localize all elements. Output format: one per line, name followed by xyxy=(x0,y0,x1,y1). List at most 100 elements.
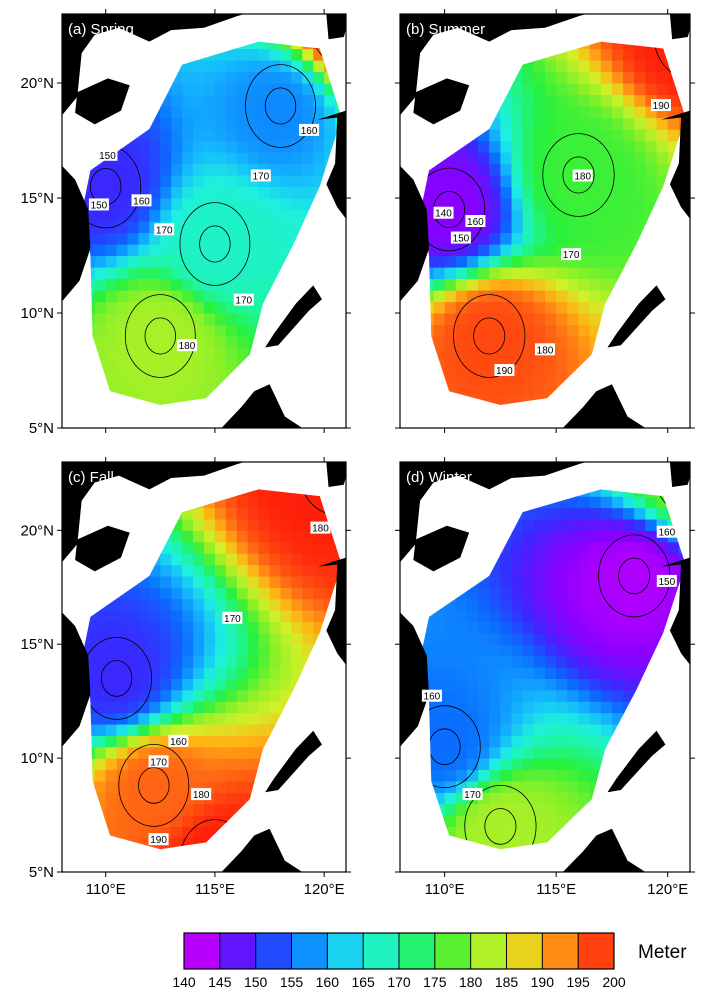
land-mass xyxy=(400,612,429,872)
heatmap-cell xyxy=(236,83,249,96)
heatmap-cell xyxy=(236,129,249,142)
heatmap-cell xyxy=(478,712,490,725)
heatmap-cell xyxy=(533,221,546,234)
heatmap-cell xyxy=(478,393,490,405)
heatmap-cell xyxy=(533,826,546,839)
heatmap-cell xyxy=(280,518,292,531)
heatmap-cell xyxy=(623,518,635,531)
heatmap-cell xyxy=(193,712,205,725)
heatmap-cell xyxy=(138,587,150,600)
heatmap-cell xyxy=(105,815,118,828)
heatmap-cell xyxy=(280,244,292,257)
heatmap-cell xyxy=(116,255,129,268)
heatmap-cell xyxy=(258,60,271,73)
heatmap-cell xyxy=(127,598,140,611)
heatmap-cell xyxy=(589,489,602,497)
heatmap-cell xyxy=(511,792,524,805)
colorbar-segment xyxy=(219,933,256,969)
heatmap-cell xyxy=(247,83,260,96)
lon-tick-label: 120°E xyxy=(647,881,688,898)
heatmap-cell xyxy=(193,826,205,839)
heatmap-cell xyxy=(302,621,314,634)
heatmap-cell xyxy=(302,598,314,611)
heatmap-cell xyxy=(138,689,150,702)
heatmap-cell xyxy=(258,290,271,303)
heatmap-cell xyxy=(160,186,172,199)
heatmap-cell xyxy=(214,267,227,280)
heatmap-cell xyxy=(214,598,227,611)
heatmap-cell xyxy=(478,621,490,634)
heatmap-cell xyxy=(247,655,260,668)
heatmap-cell xyxy=(511,723,524,736)
heatmap-cell xyxy=(214,48,227,61)
heatmap-cell xyxy=(127,152,140,165)
heatmap-cell xyxy=(291,163,303,176)
heatmap-cell xyxy=(214,735,227,748)
heatmap-cell xyxy=(149,129,161,142)
heatmap-cell xyxy=(645,129,658,142)
heatmap-cell xyxy=(105,278,118,291)
heatmap-cell xyxy=(533,301,546,314)
heatmap-cell xyxy=(600,71,613,84)
heatmap-cell xyxy=(589,598,602,611)
heatmap-cell xyxy=(94,175,107,188)
contour-line xyxy=(199,225,231,263)
heatmap-cell xyxy=(105,792,118,805)
heatmap-cell xyxy=(193,678,205,691)
heatmap-cell xyxy=(116,667,129,679)
heatmap-cell xyxy=(489,244,501,257)
heatmap-cell xyxy=(302,48,314,61)
heatmap-cell xyxy=(171,723,183,736)
heatmap-cell xyxy=(182,746,194,759)
heatmap-cell xyxy=(83,209,96,222)
contour-line xyxy=(144,317,177,355)
heatmap-cell xyxy=(204,712,216,725)
heatmap-cell xyxy=(171,553,183,566)
heatmap-cell xyxy=(193,758,205,771)
heatmap-cell xyxy=(556,152,568,165)
heatmap-cell xyxy=(522,575,535,588)
heatmap-cell xyxy=(522,553,535,566)
heatmap-cell xyxy=(466,701,479,714)
heatmap-cell xyxy=(489,701,501,714)
heatmap-cell xyxy=(225,667,238,679)
heatmap-cell xyxy=(533,746,546,759)
land-mass xyxy=(221,828,303,872)
heatmap-cell xyxy=(611,60,624,73)
heatmap-cell xyxy=(455,324,468,337)
heatmap-cell xyxy=(656,518,669,531)
heatmap-cell xyxy=(313,598,325,611)
heatmap-cell xyxy=(138,267,150,280)
heatmap-cell xyxy=(182,610,194,623)
heatmap-cell xyxy=(623,678,635,691)
heatmap-cell xyxy=(116,186,129,199)
heatmap-cell xyxy=(236,598,249,611)
heatmap-cell xyxy=(149,152,161,165)
heatmap-cell xyxy=(83,186,96,199)
heatmap-cell xyxy=(433,336,446,349)
heatmap-cell xyxy=(511,553,524,566)
heatmap-cell xyxy=(247,140,260,153)
heatmap-cell xyxy=(138,701,150,714)
heatmap-cell xyxy=(533,152,546,165)
heatmap-cell xyxy=(422,644,435,657)
heatmap-cell xyxy=(193,175,205,188)
heatmap-cell xyxy=(149,564,161,577)
heatmap-cell xyxy=(193,701,205,714)
contour-line xyxy=(453,294,526,378)
heatmap-cell xyxy=(567,278,580,291)
heatmap-cell xyxy=(182,553,194,566)
heatmap-cell xyxy=(433,780,446,793)
heatmap-cell xyxy=(478,644,490,657)
heatmap-cell xyxy=(533,290,546,303)
heatmap-cell xyxy=(466,587,479,600)
heatmap-cell xyxy=(478,382,490,395)
heatmap-cell xyxy=(489,815,501,828)
heatmap-cell xyxy=(466,244,479,257)
heatmap-cell xyxy=(589,48,602,61)
heatmap-cell xyxy=(160,175,172,188)
heatmap-cell xyxy=(422,186,435,199)
heatmap-cell xyxy=(500,301,513,314)
heatmap-cell xyxy=(127,803,140,816)
